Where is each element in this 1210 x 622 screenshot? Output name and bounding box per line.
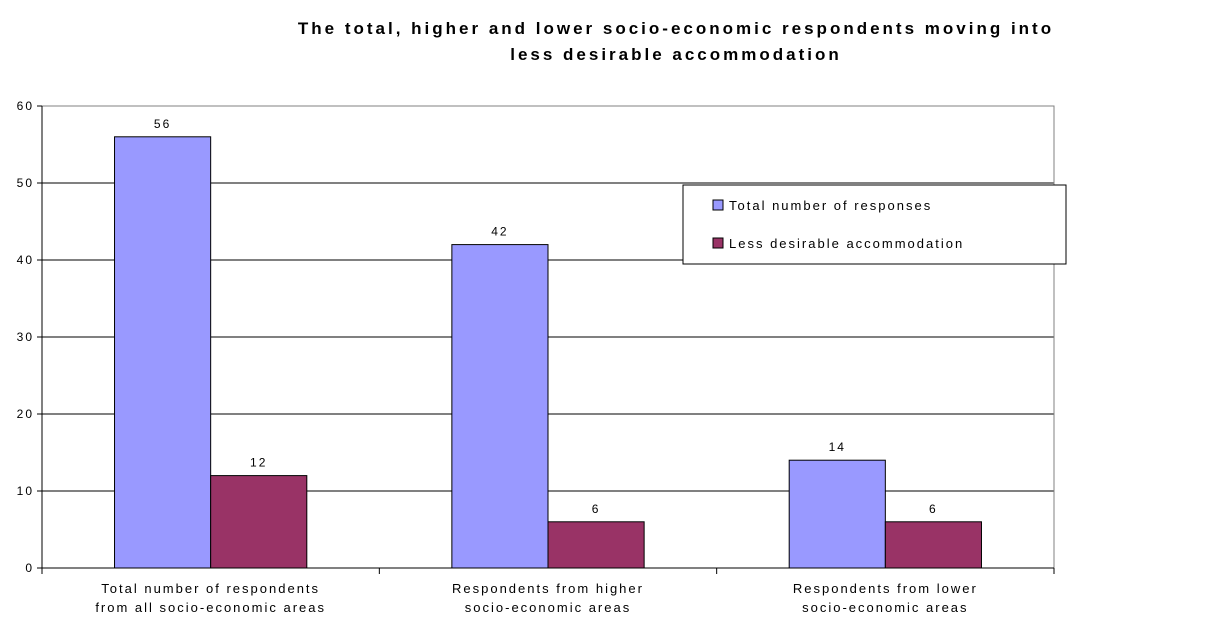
axes: 0 10 20 30 40 50 60 Total number of respondents…	[17, 99, 1055, 615]
legend-box	[682, 184, 1067, 265]
y-tick-label: 10	[17, 484, 34, 498]
legend-label-less-desirable: Less desirable accommodation	[729, 236, 964, 251]
y-tick-label: 0	[25, 561, 34, 575]
legend-label-total-responses: Total number of responses	[729, 198, 932, 213]
data-labels: 56 12 42 6 14 6	[154, 117, 938, 516]
data-label: 42	[491, 225, 508, 239]
chart-title-line-2: less desirable accommodation	[510, 45, 842, 64]
y-tick-label: 50	[17, 176, 34, 190]
y-tick-label: 60	[17, 99, 34, 113]
bar	[547, 521, 645, 569]
data-label: 6	[929, 502, 938, 516]
bar	[788, 459, 886, 569]
legend-swatch-total-responses	[712, 199, 724, 211]
bar	[210, 475, 308, 569]
x-tick-label: Total number of respondents	[101, 581, 320, 596]
legend: Total number of responses Less desirable…	[682, 184, 1067, 265]
data-label: 14	[829, 440, 846, 454]
bar	[451, 244, 549, 569]
x-tick-label: socio-economic areas	[465, 600, 631, 615]
y-tick-label: 20	[17, 407, 34, 421]
data-label: 56	[154, 117, 171, 131]
y-tick-label: 30	[17, 330, 34, 344]
data-label: 12	[250, 456, 267, 470]
x-tick-label: Respondents from higher	[452, 581, 644, 596]
x-tick-label: Respondents from lower	[793, 581, 978, 596]
y-tick-label: 40	[17, 253, 34, 267]
legend-swatch-less-desirable	[712, 237, 724, 249]
bar	[114, 136, 212, 569]
bar	[884, 521, 982, 569]
data-label: 6	[592, 502, 601, 516]
chart-title-line-1: The total, higher and lower socio-econom…	[298, 19, 1054, 38]
x-tick-label: from all socio-economic areas	[95, 600, 326, 615]
bars	[114, 136, 982, 569]
x-tick-label: socio-economic areas	[802, 600, 968, 615]
